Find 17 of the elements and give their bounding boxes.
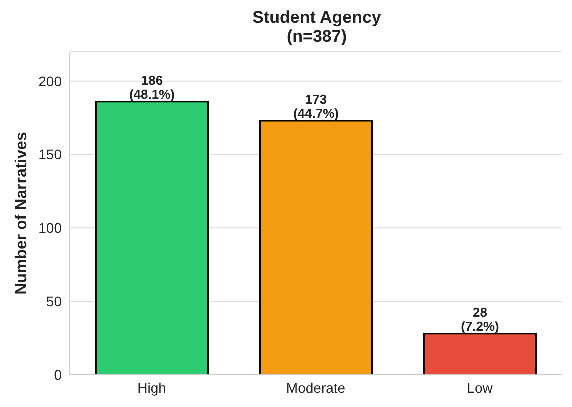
- y-tick-label: 150: [38, 146, 62, 163]
- data-label: 173 (44.7%): [293, 92, 340, 122]
- bar: [95, 101, 209, 375]
- y-tick-label: 0: [54, 366, 62, 383]
- y-tick-label: 100: [38, 220, 62, 236]
- y-axis-title: Number of Narratives: [14, 132, 31, 295]
- x-tick-label: High: [138, 380, 166, 396]
- y-tick-label: 200: [38, 73, 62, 90]
- x-tick-label: Low: [467, 380, 494, 396]
- y-tick-label: 50: [46, 294, 62, 310]
- data-label: 28 (7.2%): [461, 304, 500, 334]
- chart-subtitle: (n=387): [286, 27, 348, 46]
- chart-title: Student Agency: [252, 8, 382, 27]
- x-tick-label: Moderate: [286, 380, 346, 396]
- data-label: 186 (48.1%): [129, 72, 176, 102]
- bar: [423, 333, 537, 375]
- bar: [259, 120, 373, 375]
